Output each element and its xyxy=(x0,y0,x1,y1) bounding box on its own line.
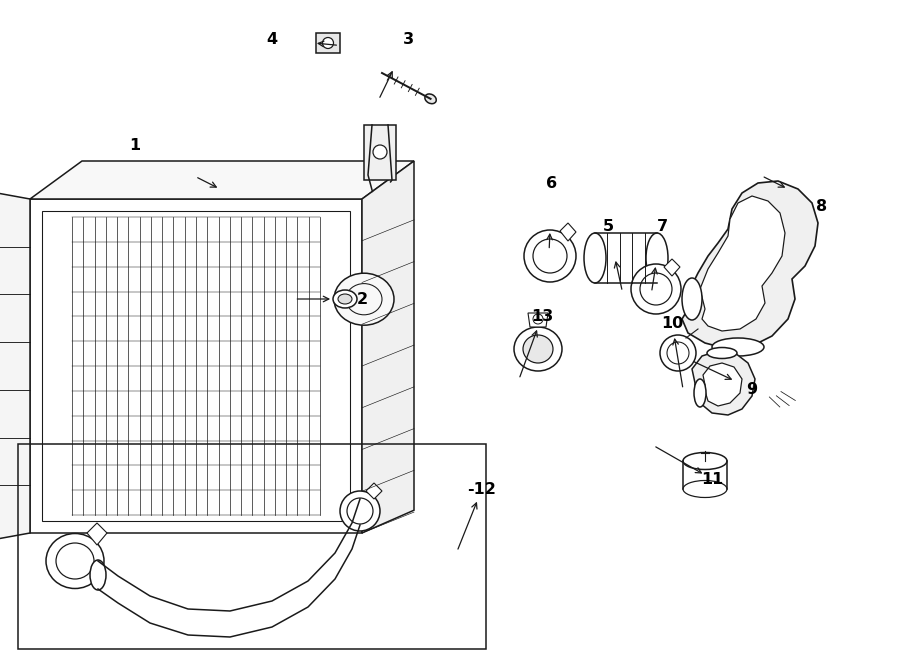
Circle shape xyxy=(660,335,696,371)
Ellipse shape xyxy=(340,491,380,531)
Polygon shape xyxy=(664,259,680,276)
Ellipse shape xyxy=(683,453,727,469)
Circle shape xyxy=(322,38,334,48)
Polygon shape xyxy=(692,351,755,415)
Ellipse shape xyxy=(640,273,672,305)
Ellipse shape xyxy=(347,498,373,524)
Ellipse shape xyxy=(524,230,576,282)
Ellipse shape xyxy=(333,290,357,308)
Polygon shape xyxy=(682,181,818,349)
Ellipse shape xyxy=(533,239,567,273)
Text: 1: 1 xyxy=(130,139,140,153)
Polygon shape xyxy=(362,161,414,533)
Text: 13: 13 xyxy=(531,309,554,323)
Ellipse shape xyxy=(90,560,106,590)
Ellipse shape xyxy=(523,335,553,363)
Text: 5: 5 xyxy=(602,219,614,233)
Ellipse shape xyxy=(56,543,94,579)
Ellipse shape xyxy=(334,273,394,325)
Ellipse shape xyxy=(338,294,352,304)
Ellipse shape xyxy=(584,233,606,283)
Bar xyxy=(18,444,486,649)
Ellipse shape xyxy=(46,533,104,588)
Circle shape xyxy=(667,342,689,364)
Polygon shape xyxy=(316,33,340,53)
Polygon shape xyxy=(560,223,576,241)
Ellipse shape xyxy=(514,327,562,371)
Text: 6: 6 xyxy=(546,176,558,190)
Circle shape xyxy=(373,145,387,159)
Ellipse shape xyxy=(631,264,681,314)
Polygon shape xyxy=(87,523,107,545)
Polygon shape xyxy=(528,313,548,327)
Text: 11: 11 xyxy=(701,471,723,486)
Ellipse shape xyxy=(683,481,727,498)
Polygon shape xyxy=(700,196,785,331)
Ellipse shape xyxy=(646,233,668,283)
Text: -12: -12 xyxy=(468,481,497,496)
Text: 9: 9 xyxy=(746,381,758,397)
Circle shape xyxy=(533,314,543,324)
Text: 8: 8 xyxy=(816,198,828,214)
Ellipse shape xyxy=(682,278,702,320)
Polygon shape xyxy=(703,363,742,406)
Text: 10: 10 xyxy=(661,315,683,330)
Ellipse shape xyxy=(707,348,737,358)
Ellipse shape xyxy=(425,94,436,104)
Ellipse shape xyxy=(694,379,706,407)
Ellipse shape xyxy=(712,338,764,356)
Polygon shape xyxy=(0,191,30,541)
Text: 2: 2 xyxy=(356,292,367,307)
Polygon shape xyxy=(366,483,382,499)
Text: 4: 4 xyxy=(266,32,277,46)
Polygon shape xyxy=(30,161,414,199)
Text: 7: 7 xyxy=(656,219,668,233)
Polygon shape xyxy=(364,125,396,180)
Text: 3: 3 xyxy=(402,32,414,46)
